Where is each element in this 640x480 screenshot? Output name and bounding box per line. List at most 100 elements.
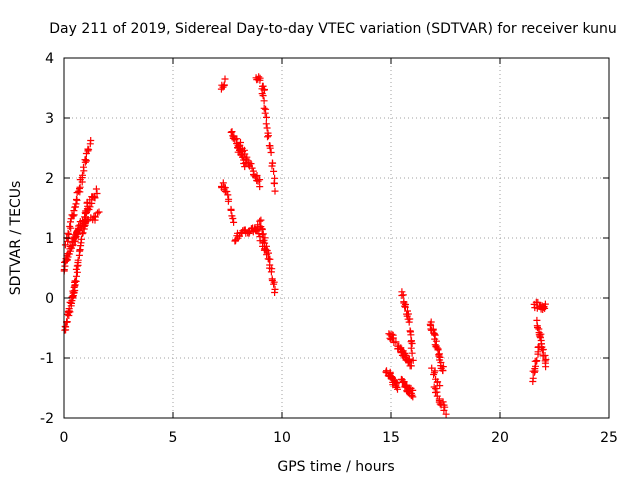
data-point [229,215,237,222]
x-tick-label: 20 [491,430,509,446]
data-point [430,369,438,377]
data-point [243,153,251,161]
data-point [219,179,227,187]
data-point [407,338,415,346]
data-point [69,292,77,300]
data-point [268,162,276,170]
data-point [264,133,271,141]
data-point [84,147,92,155]
data-point [385,330,393,338]
data-point [259,92,267,100]
data-point [78,230,86,238]
grid-lines [64,58,609,418]
data-point [94,209,101,217]
data-point [76,183,84,191]
data-point [534,298,542,306]
data-point [71,278,79,286]
data-point [79,229,87,237]
data-point [271,285,279,293]
data-point [436,382,444,390]
data-point [409,386,417,394]
data-point [223,188,231,195]
data-point [61,323,69,330]
data-point [252,226,260,234]
data-point [256,76,264,84]
data-points [60,73,550,418]
data-point [401,302,409,310]
data-point [71,203,79,211]
data-point [529,374,537,382]
data-point [67,218,74,226]
data-point [227,206,235,214]
data-point [70,207,78,215]
x-tick-label: 5 [169,430,178,446]
data-point [221,75,229,83]
data-point [93,190,101,197]
data-point [70,289,78,296]
data-point [227,128,235,136]
data-point [78,235,85,243]
data-point [539,346,547,353]
data-point [260,97,268,105]
x-tick-label: 0 [60,430,69,446]
data-point [433,388,441,396]
data-point [259,82,267,90]
y-tick-label: 3 [45,111,54,127]
data-point [392,338,400,346]
x-axis: 0 5 10 15 20 25 [60,58,618,446]
data-point [408,391,416,399]
data-point [83,217,91,225]
x-tick-label: 25 [600,430,618,446]
chart-title: Day 211 of 2019, Sidereal Day-to-day VTE… [49,21,617,37]
data-point [230,218,238,226]
data-point [439,398,447,406]
data-point [73,272,80,280]
data-point [73,268,81,276]
data-point [259,238,267,246]
data-point [389,376,397,384]
data-point [271,187,279,195]
data-point [409,356,417,364]
data-point [66,223,74,230]
data-point [87,137,95,144]
data-point [407,331,415,339]
data-point [262,120,270,128]
y-axis-label: SDTVAR / TECUs [8,181,24,296]
data-point [439,367,447,375]
data-point [533,357,540,365]
data-point [86,203,94,211]
data-point [88,199,96,207]
data-point [61,241,69,249]
data-point [82,157,90,165]
y-tick-label: 2 [45,171,54,187]
data-point [400,299,408,307]
data-point [69,212,77,220]
data-point [237,139,244,146]
data-point [408,340,416,347]
data-point [80,163,87,171]
data-point [260,104,268,112]
data-point [541,304,549,312]
data-point [407,344,415,352]
data-point [255,73,263,81]
data-point [81,221,89,229]
y-tick-label: -1 [40,351,54,367]
data-point [73,196,81,204]
data-point [247,160,255,168]
data-point [220,81,228,89]
data-point [256,176,264,184]
data-point [405,318,413,326]
data-point [408,349,416,357]
data-point [77,224,85,232]
data-point [257,216,265,224]
data-point [252,173,259,181]
data-point [270,167,278,175]
data-point [409,393,417,401]
data-point [261,86,268,93]
data-point [441,403,449,411]
data-point [393,383,401,391]
data-point [228,128,236,136]
data-point [224,197,232,205]
data-point [398,288,406,296]
